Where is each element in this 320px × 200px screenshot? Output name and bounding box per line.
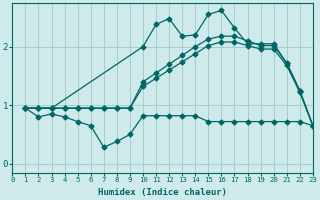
X-axis label: Humidex (Indice chaleur): Humidex (Indice chaleur) — [98, 188, 227, 197]
